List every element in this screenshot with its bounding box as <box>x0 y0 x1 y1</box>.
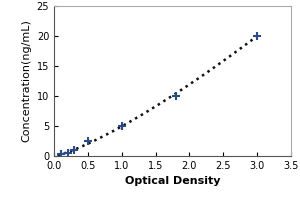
X-axis label: Optical Density: Optical Density <box>125 176 220 186</box>
Y-axis label: Concentration(ng/mL): Concentration(ng/mL) <box>21 20 31 142</box>
